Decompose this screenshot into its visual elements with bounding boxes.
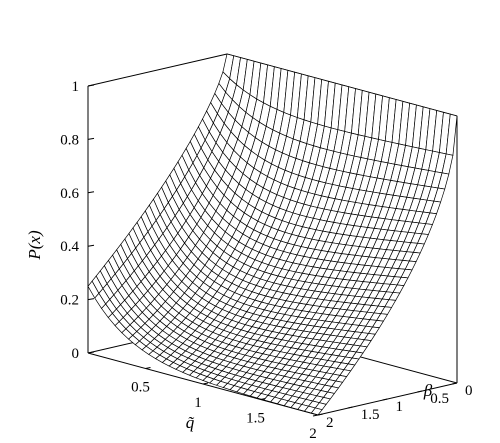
y-axis-label: β: [423, 381, 433, 400]
y-tick-mark: [347, 406, 353, 409]
z-tick-label: 0.6: [60, 186, 79, 202]
x-tick-label: 0.5: [131, 380, 150, 396]
y-tick-label: 2: [326, 415, 334, 431]
z-tick-mark: [87, 351, 95, 354]
y-tick-label: 0: [465, 383, 473, 399]
y-tick-mark: [417, 390, 423, 393]
y-tick-mark: [312, 414, 319, 417]
x-tick-mark: [202, 382, 209, 385]
x-tick-mark: [260, 398, 266, 400]
z-tick-mark: [87, 244, 95, 247]
box-edge-back-1: [87, 53, 228, 87]
z-tick-label: 0.2: [60, 293, 79, 309]
x-tick-label: 1: [194, 395, 202, 411]
y-tick-label: 1.5: [361, 407, 380, 423]
axis-labels: P(x) q̃ β: [25, 230, 433, 432]
surface-mesh: [87, 53, 458, 416]
x-axis-label: q̃: [186, 413, 195, 432]
z-tick-label: 0: [72, 346, 80, 362]
z-axis-label: P(x): [25, 230, 44, 261]
z-tick-mark: [87, 298, 95, 301]
y-tick-mark: [382, 398, 388, 401]
z-tick-mark: [87, 84, 95, 87]
z-tick-label: 0.4: [60, 239, 79, 255]
x-tick-label: 2: [309, 426, 317, 442]
z-tick-mark: [87, 137, 95, 140]
z-tick-label: 1: [72, 79, 80, 95]
x-tick-mark: [145, 367, 151, 369]
x-tick-mark: [317, 413, 324, 416]
y-tick-label: 0.5: [430, 391, 449, 407]
y-tick-label: 1: [396, 399, 404, 415]
axis-ticks: 0 0.2 0.4 0.6 0.8 1 0.5 1 1.5 2 0 0.5 1 1.5 2: [60, 79, 472, 442]
z-tick-label: 0.8: [60, 132, 79, 148]
x-tick-label: 1.5: [246, 411, 265, 427]
z-tick-mark: [87, 191, 95, 194]
y-tick-mark: [451, 382, 458, 385]
